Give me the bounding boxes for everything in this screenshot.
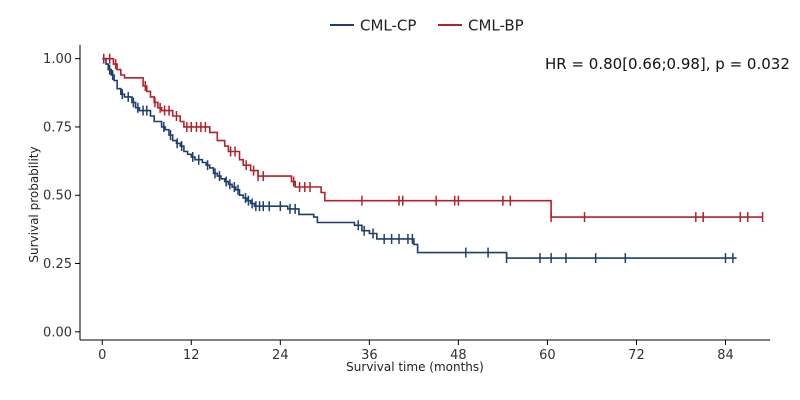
y-tick-label: 0.75 [43,120,72,135]
series-cml-cp [102,57,737,264]
survival-curves [102,53,764,264]
x-tick-label: 72 [628,348,645,363]
legend-item-cml-bp: CML-BP [438,17,524,35]
x-tick-label: 48 [450,348,467,363]
survival-line-cml-bp [102,57,763,218]
legend-item-cml-cp: CML-CP [330,17,416,35]
x-axis-title: Survival time (months) [346,360,484,374]
x-tick-label: 84 [717,348,734,363]
y-tick-label: 0.00 [43,325,72,340]
x-tick-label: 60 [539,348,556,363]
x-tick-label: 12 [183,348,200,363]
y-tick-label: 1.00 [43,52,72,67]
legend-label-cml-cp: CML-CP [360,17,416,35]
series-cml-bp [102,53,764,223]
x-tick-label: 36 [361,348,378,363]
axes: 0.00 0.25 0.50 0.75 1.00 0 12 24 36 48 60 72 84 Survi… [27,45,770,374]
hazard-ratio-annotation: HR = 0.80[0.66;0.98], p = 0.032 [545,55,790,73]
legend: CML-CP CML-BP [330,17,524,35]
x-tick-label: 24 [272,348,289,363]
y-axis-title: Survival probability [27,146,41,262]
y-tick-label: 0.25 [43,257,72,272]
legend-label-cml-bp: CML-BP [468,17,524,35]
x-tick-label: 0 [98,348,106,363]
survival-line-cml-cp [102,57,737,259]
y-tick-label: 0.50 [43,189,72,204]
